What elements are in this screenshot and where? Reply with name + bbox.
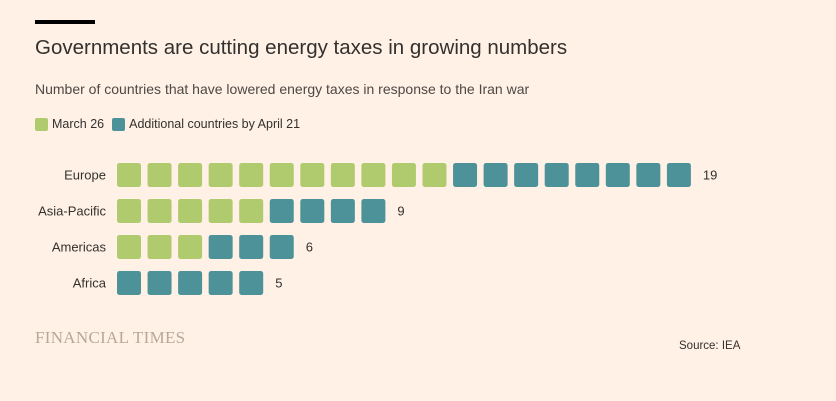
unit-square-april: [453, 163, 478, 187]
unit-square-april: [544, 163, 569, 187]
unit-square-march: [208, 199, 233, 223]
unit-square-april: [178, 271, 203, 295]
chart-title: Governments are cutting energy taxes in …: [35, 36, 568, 59]
unit-square-april: [269, 235, 294, 259]
unit-square-april: [514, 163, 539, 187]
unit-square-april: [269, 199, 294, 223]
legend-swatch-march: [35, 117, 48, 131]
total-value-label: 9: [397, 204, 404, 219]
unit-square-april: [208, 235, 233, 259]
unit-square-march: [117, 163, 141, 187]
unit-square-march: [239, 199, 264, 223]
category-label: Americas: [52, 240, 107, 255]
unit-square-april: [666, 163, 691, 187]
category-label: Europe: [64, 168, 106, 183]
unit-square-march: [147, 199, 172, 223]
unit-square-march: [117, 235, 141, 259]
unit-square-march: [300, 163, 325, 187]
unit-square-april: [300, 199, 325, 223]
chart-subtitle: Number of countries that have lowered en…: [35, 81, 530, 97]
unit-square-april: [330, 199, 355, 223]
unit-square-march: [391, 163, 416, 187]
unit-square-march: [330, 163, 355, 187]
total-value-label: 6: [306, 240, 313, 255]
legend-item-april: Additional countries by April 21: [112, 117, 300, 131]
unit-square-april: [636, 163, 661, 187]
unit-square-march: [178, 235, 203, 259]
unit-square-april: [361, 199, 386, 223]
unit-square-march: [147, 235, 172, 259]
legend-item-march: March 26: [35, 117, 104, 131]
legend-label-april: Additional countries by April 21: [129, 117, 301, 131]
category-label: Africa: [73, 276, 107, 291]
unit-square-april: [239, 235, 264, 259]
legend-swatch-april: [112, 117, 126, 131]
unit-square-april: [575, 163, 600, 187]
legend-label-march: March 26: [52, 117, 105, 131]
unit-square-march: [178, 163, 203, 187]
unit-square-march: [361, 163, 386, 187]
category-label: Asia-Pacific: [38, 204, 106, 219]
unit-square-march: [269, 163, 294, 187]
unit-square-march: [147, 163, 172, 187]
total-value-label: 19: [703, 168, 717, 183]
unit-square-april: [239, 271, 264, 295]
unit-square-april: [147, 271, 172, 295]
unit-square-march: [178, 199, 203, 223]
source-note: Source: IEA: [679, 340, 741, 352]
unit-square-april: [483, 163, 508, 187]
unit-square-march: [422, 163, 447, 187]
ft-logo: FINANCIAL TIMES: [35, 328, 186, 347]
total-value-label: 5: [275, 276, 282, 291]
unit-square-march: [239, 163, 264, 187]
unit-square-april: [208, 271, 233, 295]
top-rule: [35, 20, 95, 24]
unit-square-march: [208, 163, 233, 187]
unit-square-march: [117, 199, 141, 223]
legend: March 26 Additional countries by April 2…: [35, 116, 308, 132]
unit-square-april: [605, 163, 630, 187]
unit-square-april: [117, 271, 141, 295]
